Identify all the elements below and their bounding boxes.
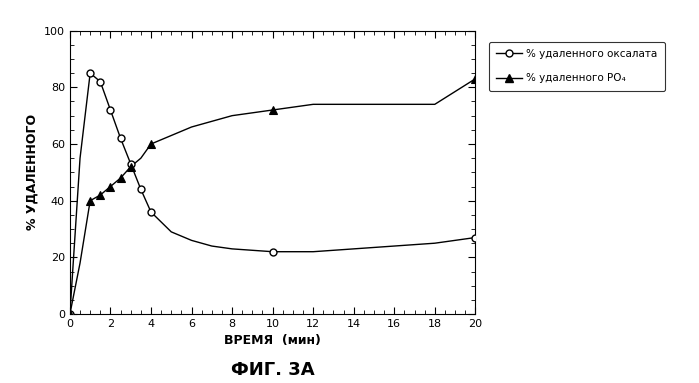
Legend: % удаленного оксалата, % удаленного РО₄: % удаленного оксалата, % удаленного РО₄	[489, 41, 665, 91]
X-axis label: ВРЕМЯ  (мин): ВРЕМЯ (мин)	[224, 334, 321, 347]
Text: ФИГ. 3А: ФИГ. 3А	[231, 361, 315, 379]
Y-axis label: % УДАЛЕННОГО: % УДАЛЕННОГО	[25, 114, 38, 231]
